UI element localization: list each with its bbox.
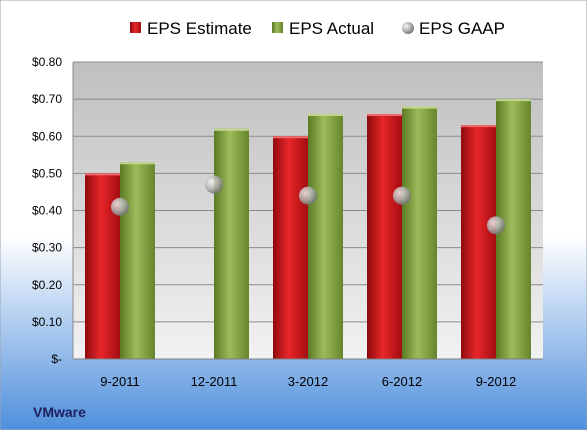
eps-estimate-bar-top [461,125,496,128]
x-tick-label: 3-2012 [288,374,328,389]
eps-actual-bar [120,162,155,359]
x-axis: 9-2011 12-2011 3-2012 6-2012 9-2012 [73,358,543,389]
eps-actual-bar-top [496,99,531,102]
legend-label: EPS GAAP [419,19,505,38]
eps-gaap-marker [111,197,129,216]
eps-gaap-marker [487,216,505,235]
y-tick-label: $0.10 [32,315,62,329]
legend-label: EPS Actual [289,19,374,38]
eps-estimate-bar [273,136,308,359]
eps-estimate-bar [461,125,496,359]
eps-gaap-marker [393,186,411,205]
eps-gaap-marker [205,175,223,194]
eps-estimate-bar-top [273,136,308,139]
x-tick-label: 9-2012 [476,374,516,389]
eps-estimate-bar-top [85,173,120,176]
y-tick-label: $0.50 [32,166,62,180]
x-tick-label: 6-2012 [382,374,422,389]
y-tick-label: $0.70 [32,92,62,106]
legend-estimate-swatch [130,22,141,33]
eps-actual-bar [402,106,437,359]
bars [85,99,531,359]
x-tick-label: 9-2011 [100,374,140,389]
y-tick-label: $- [51,352,62,366]
legend: EPS Estimate EPS Actual EPS GAAP [130,19,505,38]
eps-actual-bar-top [214,128,249,131]
y-tick-label: $0.20 [32,278,62,292]
eps-actual-bar [308,113,343,359]
y-tick-label: $0.40 [32,204,62,218]
y-tick-label: $0.60 [32,129,62,143]
eps-actual-bar-top [402,106,437,109]
legend-actual-swatch [272,22,283,33]
eps-estimate-bar [367,113,402,359]
x-tick-label: 12-2011 [191,374,238,389]
y-tick-label: $0.30 [32,241,62,255]
eps-gaap-marker [299,186,317,205]
y-axis: $- $0.10 $0.20 $0.30 $0.40 $0.50 $0.60 $0.70 $0.… [32,55,74,366]
gaap-markers [111,175,505,235]
company-label: VMware [33,404,86,420]
eps-estimate-bar-top [367,113,402,116]
legend-label: EPS Estimate [147,19,252,38]
y-tick-label: $0.80 [32,55,62,69]
legend-gaap-swatch [402,22,414,34]
eps-actual-bar-top [120,162,155,165]
eps-actual-bar-top [308,113,343,116]
eps-actual-bar [214,128,249,359]
